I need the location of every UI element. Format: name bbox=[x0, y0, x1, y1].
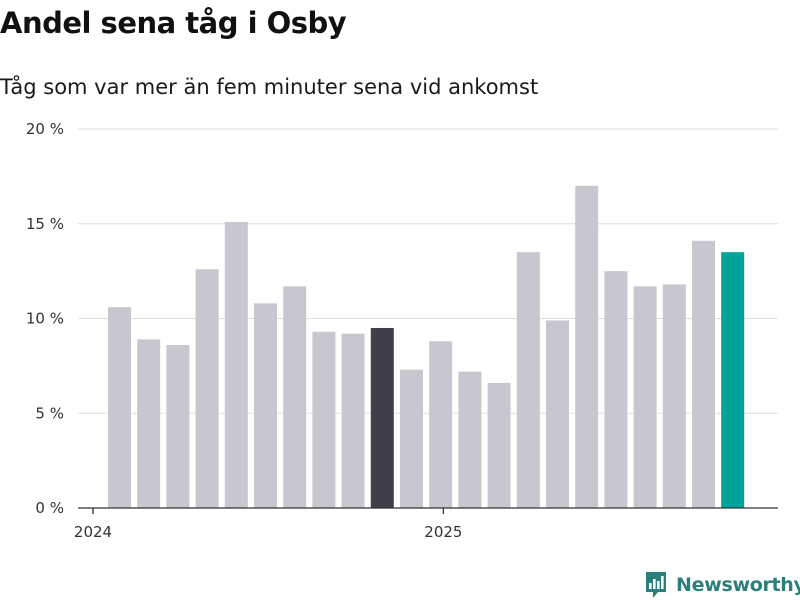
bar bbox=[633, 286, 657, 508]
y-tick-label: 10 % bbox=[26, 310, 64, 328]
x-tick-label: 2025 bbox=[424, 523, 462, 541]
y-tick-label: 15 % bbox=[26, 215, 64, 233]
bar bbox=[429, 341, 453, 508]
bar bbox=[721, 252, 745, 508]
bar bbox=[662, 284, 686, 508]
bar bbox=[283, 286, 307, 508]
bar bbox=[195, 269, 219, 508]
bar bbox=[516, 252, 540, 508]
bar bbox=[370, 327, 394, 508]
newsworthy-logo: Newsworthy bbox=[644, 570, 800, 600]
y-tick-label: 5 % bbox=[35, 404, 64, 422]
y-tick-label: 20 % bbox=[26, 120, 64, 138]
x-tick-label: 2024 bbox=[74, 523, 112, 541]
bar bbox=[692, 240, 715, 508]
bar bbox=[224, 221, 248, 509]
bar bbox=[575, 185, 599, 508]
bar bbox=[341, 333, 365, 508]
bar bbox=[137, 339, 161, 508]
bar bbox=[400, 369, 423, 508]
bar bbox=[166, 345, 190, 508]
chart-subtitle: Tåg som var mer än fem minuter sena vid … bbox=[0, 75, 539, 99]
bar bbox=[312, 331, 336, 508]
chart-title: Andel sena tåg i Osby bbox=[0, 6, 347, 40]
bar bbox=[487, 382, 511, 508]
bar bbox=[458, 371, 482, 508]
y-tick-label: 0 % bbox=[35, 499, 64, 517]
bar bbox=[108, 307, 131, 508]
bar bbox=[254, 303, 277, 508]
newsworthy-logo-icon bbox=[646, 572, 666, 598]
bar bbox=[546, 320, 569, 508]
bar bbox=[604, 271, 628, 508]
newsworthy-logo-text: Newsworthy bbox=[676, 574, 800, 596]
